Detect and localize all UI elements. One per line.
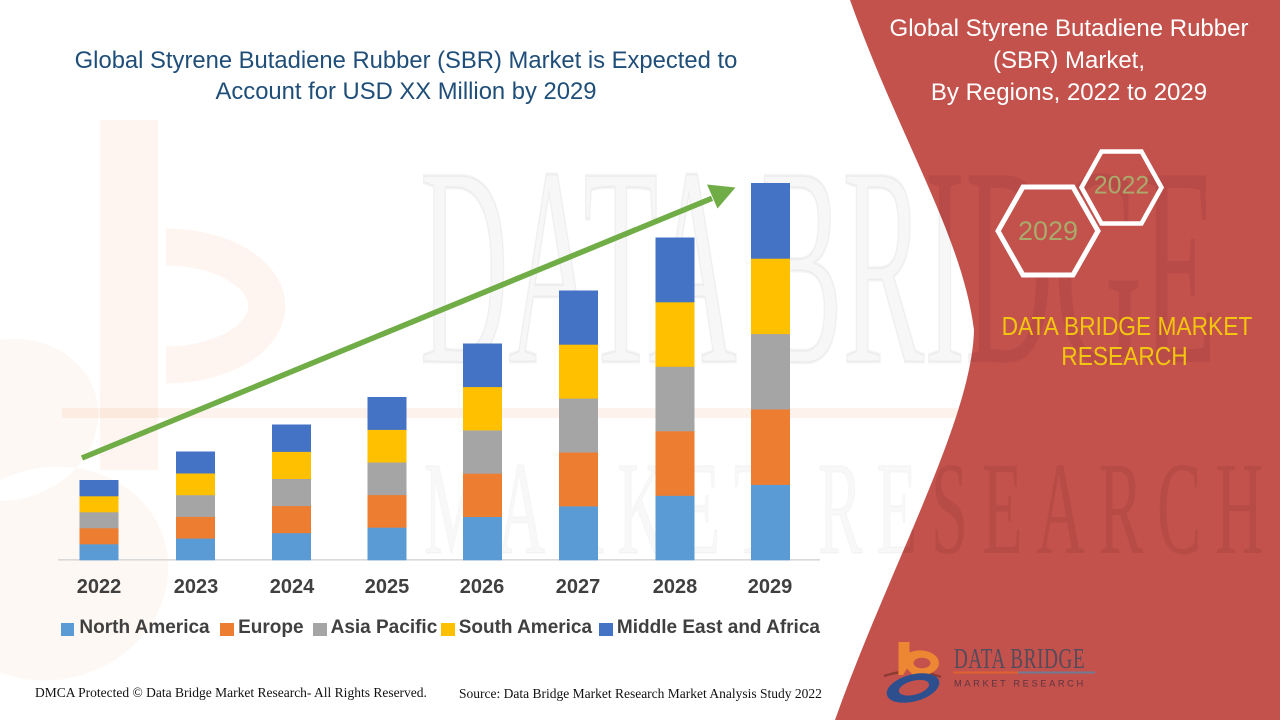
svg-text:DATA BRIDGE: DATA BRIDGE xyxy=(954,645,1085,675)
svg-text:MARKET RESEARCH: MARKET RESEARCH xyxy=(954,679,1086,689)
svg-text:2029: 2029 xyxy=(1018,216,1078,246)
svg-text:2022: 2022 xyxy=(1094,172,1150,200)
svg-text:DATA BRIDGE: DATA BRIDGE xyxy=(420,110,1217,424)
